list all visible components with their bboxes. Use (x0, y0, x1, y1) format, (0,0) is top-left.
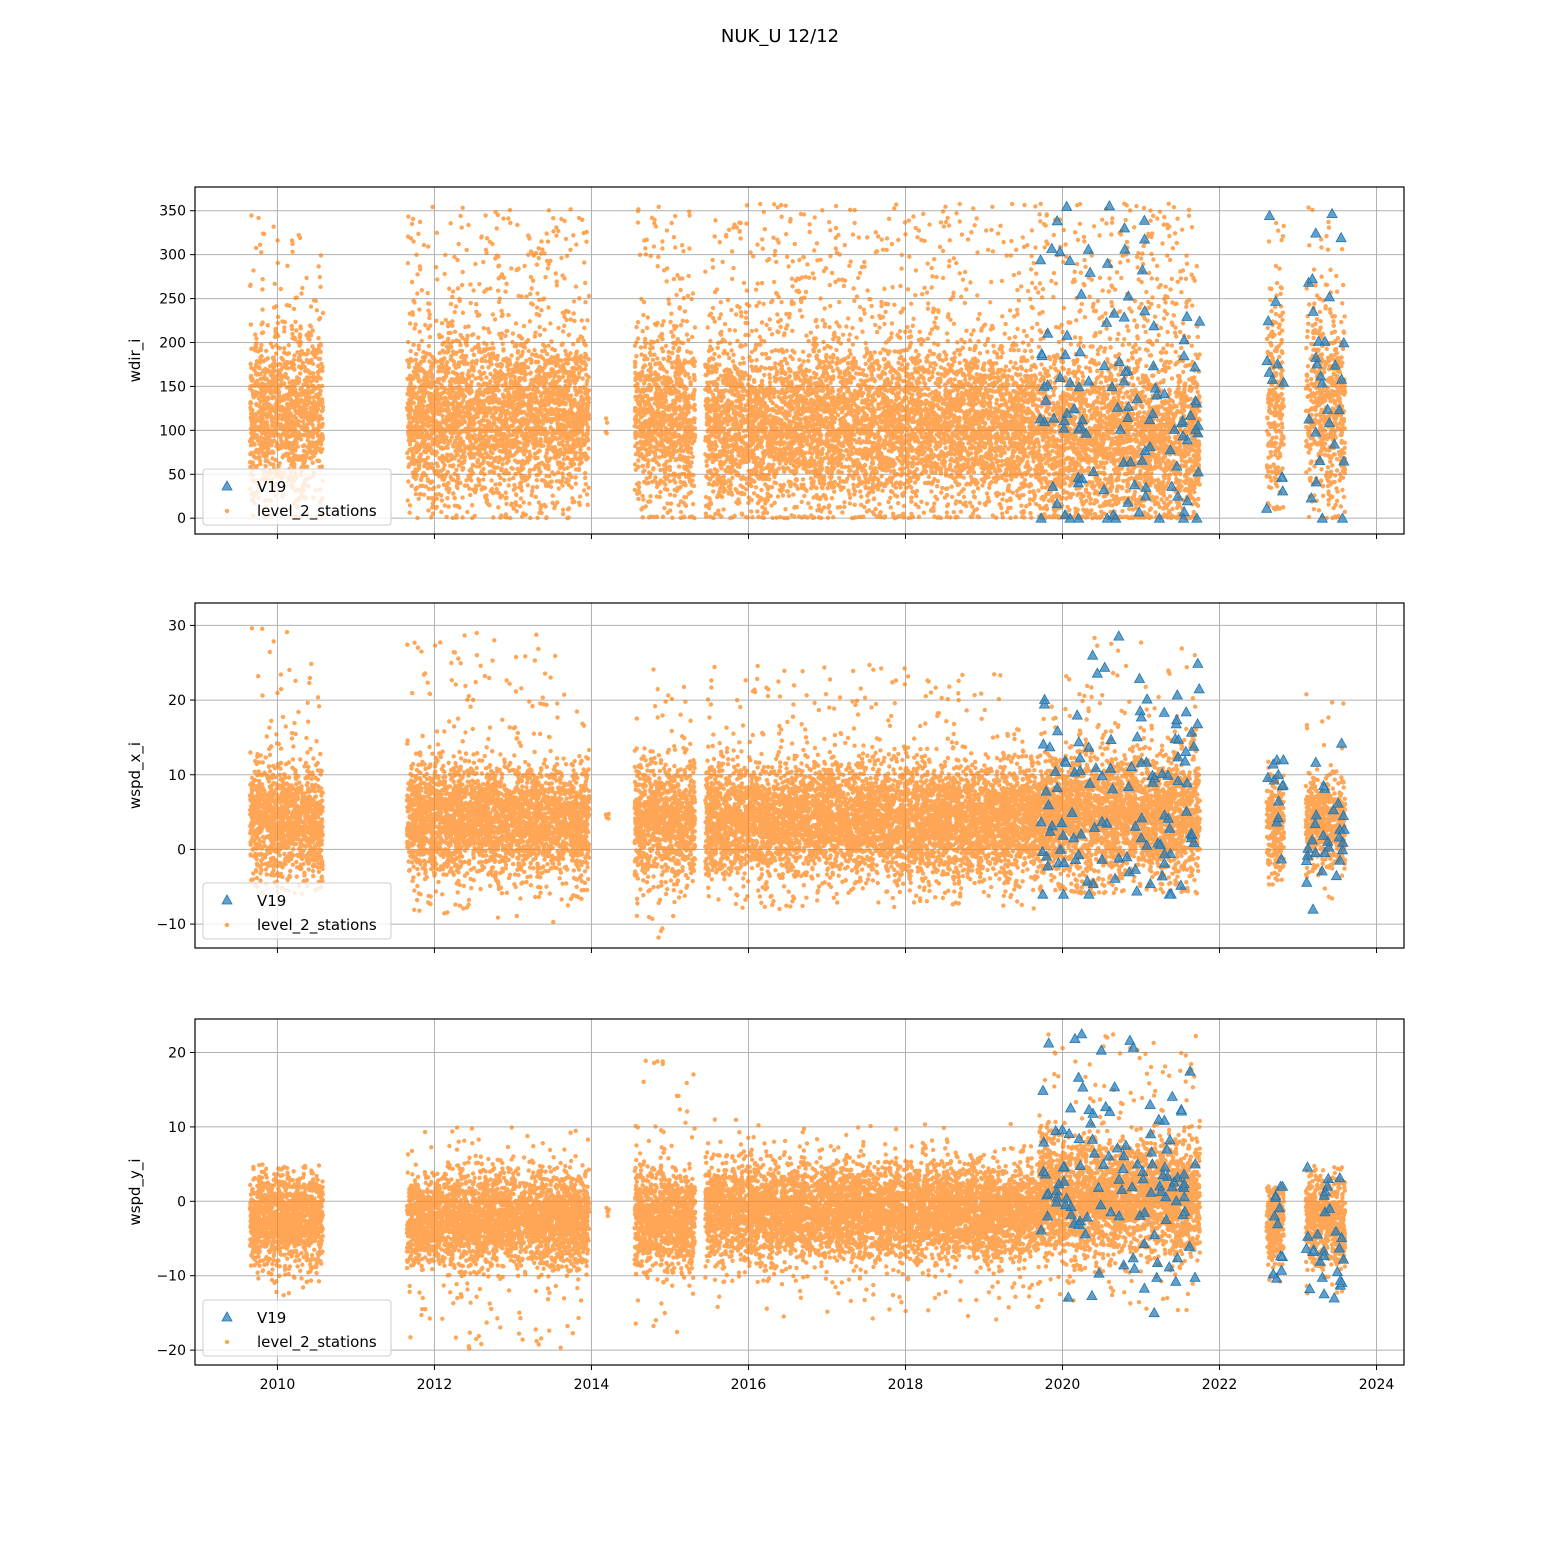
figure-title: NUK_U 12/12 (720, 26, 840, 47)
legend-marker-level_2_stations (224, 1339, 230, 1345)
y-tick-label: −10 (156, 917, 186, 933)
legend-label-V19: V19 (257, 892, 286, 910)
y-tick-label: −20 (156, 1343, 186, 1359)
y-axis-label: wspd_y_i (126, 1158, 145, 1225)
x-tick-label: 2024 (1359, 1377, 1395, 1393)
y-axis-label: wdir_i (126, 339, 145, 383)
x-tick-label: 2014 (574, 1377, 610, 1393)
y-tick-label: 250 (159, 292, 186, 308)
series-level_2_stations-wspd_y_i (247, 1032, 1348, 1351)
y-tick-label: 150 (159, 379, 186, 395)
level_2_stations-points (247, 1032, 1348, 1351)
legend: V19 level_2_stations (202, 468, 392, 526)
y-tick-label: −10 (156, 1269, 186, 1285)
legend: V19 level_2_stations (202, 1299, 392, 1357)
x-tick-label: 2020 (1045, 1377, 1081, 1393)
y-tick-label: 200 (159, 335, 186, 351)
V19-points (1035, 630, 1350, 914)
legend-marker-level_2_stations (224, 508, 230, 514)
x-tick-label: 2018 (888, 1377, 924, 1393)
x-tick-label: 2016 (731, 1377, 767, 1393)
y-tick-label: 350 (159, 204, 186, 220)
subplot-wspd_y_i: −20 −10 0 10 20 2010 2012 2014 2016 2018 2020 2022 2… (126, 1018, 1405, 1393)
y-tick-label: 20 (168, 1045, 186, 1061)
x-tick-label: 2022 (1202, 1377, 1238, 1393)
legend-label-V19: V19 (257, 478, 286, 496)
series-V19-wspd_x_i (1035, 630, 1350, 914)
legend-marker-V19 (221, 480, 233, 491)
axes-frame (194, 602, 1405, 949)
legend-marker-V19 (221, 1311, 233, 1322)
y-tick-label: 50 (168, 467, 186, 483)
y-tick-label: 100 (159, 423, 186, 439)
legend-box (202, 1299, 392, 1357)
y-tick-label: 10 (168, 768, 186, 784)
y-tick-label: 0 (177, 842, 186, 858)
subplot-wspd_x_i: −10 0 10 20 30 wspd_x_i V19 level_2_stations (126, 602, 1405, 953)
y-tick-label: 30 (168, 618, 186, 634)
y-tick-label: 0 (177, 1194, 186, 1210)
legend-marker-V19 (221, 894, 233, 905)
legend-box (202, 882, 392, 940)
axes-frame (194, 186, 1405, 535)
legend: V19 level_2_stations (202, 882, 392, 940)
legend-label-level_2_stations: level_2_stations (257, 916, 377, 935)
series-V19-wspd_y_i (1035, 1028, 1350, 1318)
series-level_2_stations-wdir_i (247, 201, 1348, 521)
legend-marker-level_2_stations (224, 922, 230, 928)
y-tick-label: 10 (168, 1120, 186, 1136)
legend-label-V19: V19 (257, 1309, 286, 1327)
legend-label-level_2_stations: level_2_stations (257, 1333, 377, 1352)
y-tick-label: 0 (177, 511, 186, 527)
series-level_2_stations-wspd_x_i (247, 626, 1348, 940)
V19-points (1035, 1028, 1350, 1318)
x-tick-label: 2010 (260, 1377, 296, 1393)
subplot-wdir_i: 0 50 100 150 200 250 300 350 wdir_i V19 level_2_st… (126, 186, 1405, 539)
series-V19-wdir_i (1034, 199, 1350, 523)
level_2_stations-points (247, 626, 1348, 940)
legend-label-level_2_stations: level_2_stations (257, 502, 377, 521)
y-axis-label: wspd_x_i (126, 742, 145, 809)
axes-frame (194, 1018, 1405, 1366)
x-tick-label: 2012 (417, 1377, 453, 1393)
y-tick-label: 20 (168, 693, 186, 709)
legend-box (202, 468, 392, 526)
level_2_stations-points (247, 201, 1348, 521)
y-tick-label: 300 (159, 248, 186, 264)
V19-points (1034, 199, 1350, 523)
